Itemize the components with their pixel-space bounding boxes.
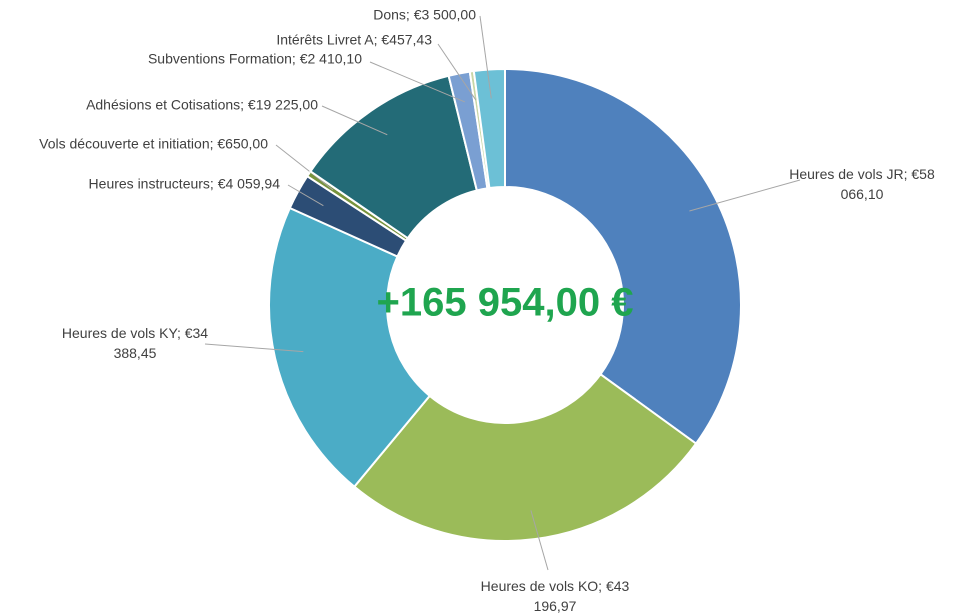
donut-slice	[472, 67, 506, 190]
data-label: Vols découverte et initiation; €650,00	[39, 136, 268, 152]
leader-line	[321, 105, 388, 136]
leader-line	[689, 179, 801, 212]
donut-slice	[352, 372, 698, 542]
leader-line	[437, 43, 477, 101]
donut-slice	[268, 206, 432, 489]
data-label: Adhésions et Cotisations; €19 225,00	[86, 97, 318, 113]
data-label: Intérêts Livret A; €457,43	[276, 32, 432, 48]
data-label: Dons; €3 500,00	[373, 7, 476, 23]
data-label: Heures de vols KY; €34 388,45	[62, 325, 208, 361]
leader-line	[530, 510, 549, 571]
data-label: Heures instructeurs; €4 059,94	[89, 176, 281, 192]
data-label: Subventions Formation; €2 410,10	[148, 51, 362, 67]
leader-line	[275, 144, 334, 191]
data-label: Heures de vols JR; €58 066,10	[789, 166, 935, 202]
center-label: +165 954,00 €	[377, 281, 634, 325]
leader-line	[369, 61, 465, 103]
data-label: Heures de vols KO; €43 196,97	[481, 578, 630, 613]
leader-line	[479, 15, 492, 99]
leader-line	[287, 184, 324, 207]
donut-slice	[504, 67, 742, 445]
leader-line	[204, 343, 304, 353]
